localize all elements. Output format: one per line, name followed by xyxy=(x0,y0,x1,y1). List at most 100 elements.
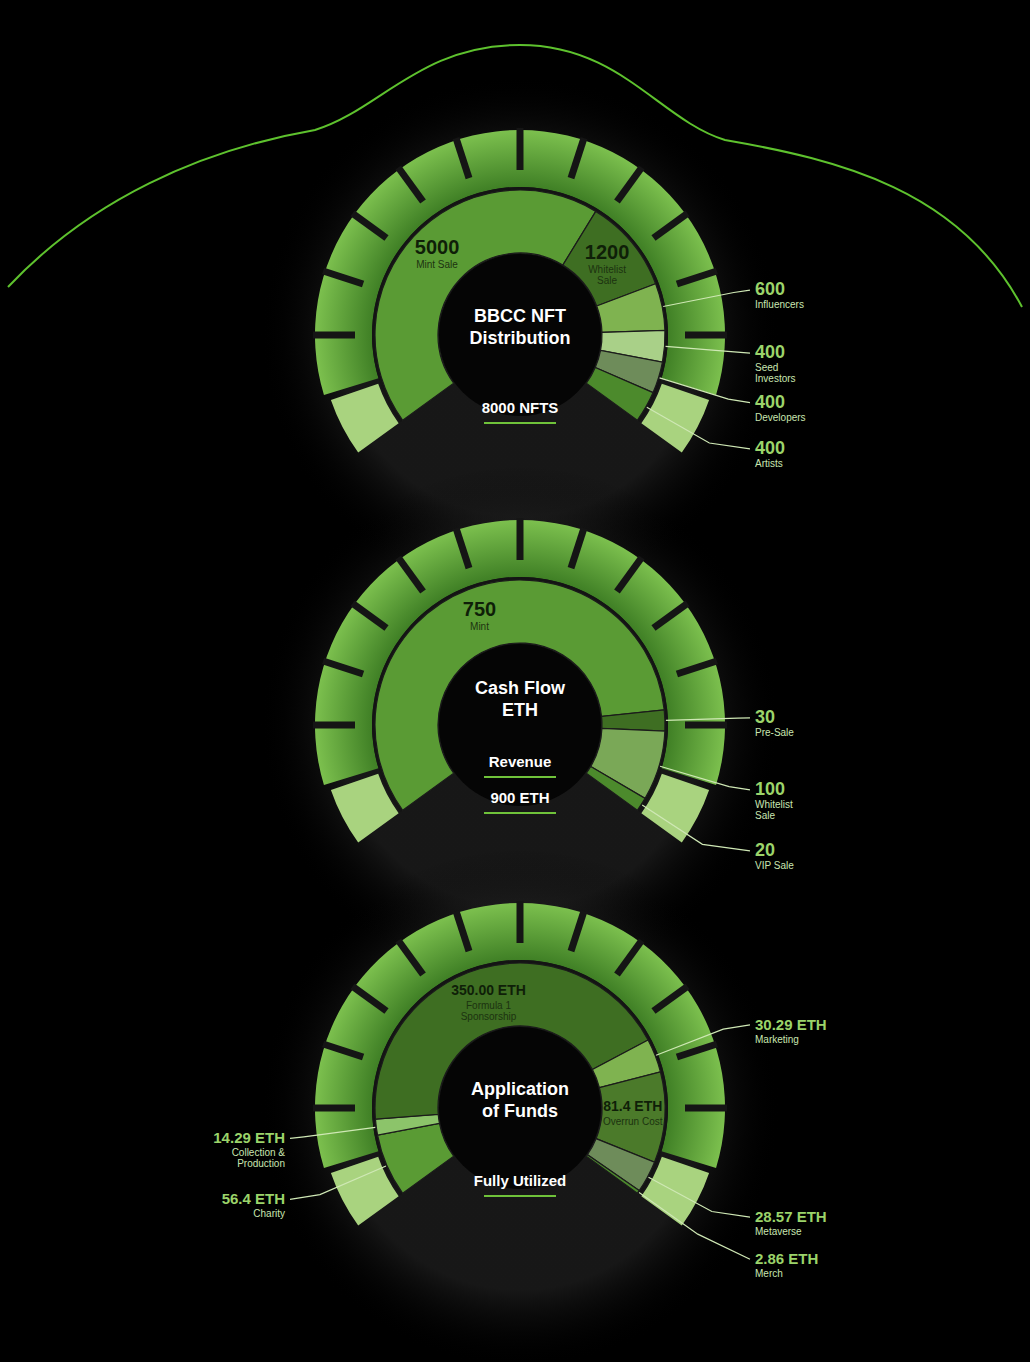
gauge-tick xyxy=(617,941,642,975)
leader-line xyxy=(663,290,750,306)
gauge-tick xyxy=(313,1105,355,1112)
leader-line xyxy=(666,346,750,353)
category-label: Overrun Cost xyxy=(603,1116,663,1127)
annotation-rule xyxy=(484,776,556,778)
category-label: Collection &Production xyxy=(232,1147,286,1169)
leader-line xyxy=(649,1177,750,1217)
data-label: 56.4 ETH xyxy=(222,1190,285,1207)
slice xyxy=(586,1155,639,1194)
title: Cash FlowETH xyxy=(475,678,566,720)
gauge-shadow xyxy=(260,848,780,1362)
slice xyxy=(586,766,645,810)
gauge-tick xyxy=(677,661,717,674)
gauge-tick xyxy=(398,558,423,592)
gauge-hole xyxy=(439,644,601,806)
data-label: 750 xyxy=(463,598,496,620)
leader-line xyxy=(656,1025,750,1055)
data-label: 400 xyxy=(755,342,785,362)
gauge-tick xyxy=(677,1044,717,1057)
gauge-tick xyxy=(571,911,584,951)
page: 5000Mint Sale1200WhitelistSale600Influen… xyxy=(0,0,1030,1362)
gauge-tick xyxy=(313,332,355,339)
gauge-tick xyxy=(653,213,687,238)
data-label: 600 xyxy=(755,279,785,299)
gauge: 350.00 ETHFormula 1Sponsorship81.4 ETHOv… xyxy=(213,848,826,1362)
category-label: Influencers xyxy=(755,299,804,310)
data-label: 5000 xyxy=(415,236,460,258)
gauge-tick xyxy=(517,518,524,560)
annotation: 8000 NFTS xyxy=(482,399,559,416)
gauge-tick xyxy=(353,986,387,1011)
data-label: 20 xyxy=(755,840,775,860)
slices xyxy=(375,190,665,420)
leader-line xyxy=(290,1166,386,1199)
slice xyxy=(586,368,653,421)
data-label: 14.29 ETH xyxy=(213,1129,285,1146)
category-label: Charity xyxy=(253,1208,285,1219)
gauge-tick xyxy=(398,941,423,975)
slice xyxy=(602,710,665,731)
leader-line xyxy=(660,766,750,790)
category-label: Formula 1Sponsorship xyxy=(461,1000,517,1022)
gauge-tick xyxy=(323,271,363,284)
gauge-hole xyxy=(439,1027,601,1189)
gauge-tick xyxy=(653,603,687,628)
gauge-tick xyxy=(685,1105,727,1112)
gauge-tick xyxy=(653,986,687,1011)
category-label: Artists xyxy=(755,458,783,469)
category-label: Merch xyxy=(755,1268,783,1279)
gauge-tick xyxy=(353,213,387,238)
gauge-tick xyxy=(617,558,642,592)
slices xyxy=(375,963,665,1193)
gauge-tick xyxy=(323,1044,363,1057)
category-label: WhitelistSale xyxy=(588,264,626,286)
category-label: Marketing xyxy=(755,1034,799,1045)
gauge-tick xyxy=(677,271,717,284)
data-label: 400 xyxy=(755,438,785,458)
gauge-tick xyxy=(456,911,469,951)
data-label: 350.00 ETH xyxy=(451,982,526,998)
chart-svg: 5000Mint Sale1200WhitelistSale600Influen… xyxy=(0,0,1030,1362)
category-label: Mint xyxy=(470,621,489,632)
annotation-rule xyxy=(484,1195,556,1197)
data-label: 30 xyxy=(755,707,775,727)
category-label: SeedInvestors xyxy=(755,362,796,384)
annotation-rule xyxy=(484,812,556,814)
gauge-tick xyxy=(617,168,642,202)
leader-line xyxy=(660,378,750,403)
gauge-hole xyxy=(439,254,601,416)
category-label: VIP Sale xyxy=(755,860,794,871)
gauge-tick xyxy=(571,138,584,178)
title: Applicationof Funds xyxy=(471,1079,569,1121)
category-label: Pre-Sale xyxy=(755,727,794,738)
annotation-rule xyxy=(484,422,556,424)
gauge-tick xyxy=(685,332,727,339)
gauge-tick xyxy=(517,901,524,943)
gauge-tick xyxy=(456,528,469,568)
data-label: 100 xyxy=(755,779,785,799)
gauge-tick xyxy=(456,138,469,178)
data-label: 2.86 ETH xyxy=(755,1250,818,1267)
annotation: Fully Utilized xyxy=(474,1172,567,1189)
category-label: WhitelistSale xyxy=(755,799,793,821)
leader-line xyxy=(666,718,750,721)
gauge-separator xyxy=(372,187,668,422)
gauge-separator xyxy=(372,577,668,812)
leader-line xyxy=(647,407,750,449)
data-label: 28.57 ETH xyxy=(755,1208,827,1225)
data-label: 1200 xyxy=(585,241,630,263)
gauge-tick xyxy=(517,128,524,170)
data-label: 30.29 ETH xyxy=(755,1016,827,1033)
title: BBCC NFTDistribution xyxy=(470,306,571,348)
annotation: Revenue xyxy=(489,753,552,770)
slice xyxy=(378,1123,454,1193)
leader-line xyxy=(290,1127,375,1138)
slice xyxy=(375,580,664,810)
leader-line xyxy=(639,1192,750,1259)
category-label: Metaverse xyxy=(755,1226,802,1237)
gauge-tick xyxy=(323,661,363,674)
gauge-separator xyxy=(372,960,668,1195)
slice xyxy=(597,284,665,333)
gauge-tick xyxy=(398,168,423,202)
gauge-tick xyxy=(571,528,584,568)
